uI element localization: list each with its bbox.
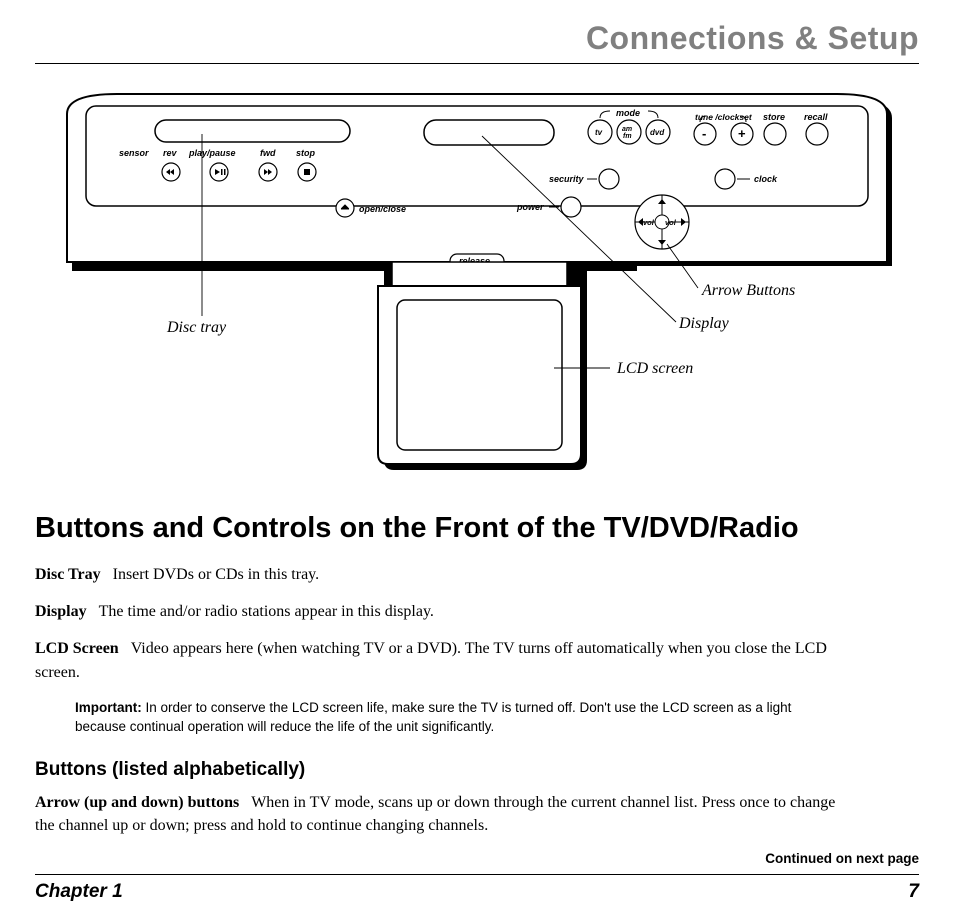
stop-button bbox=[298, 163, 316, 181]
disc-tray-desc: Disc Tray Insert DVDs or CDs in this tra… bbox=[35, 563, 855, 586]
disc-tray-callout: Disc tray bbox=[166, 319, 227, 336]
lcd-screen bbox=[397, 300, 562, 450]
svg-text:+: + bbox=[738, 126, 746, 141]
open-close-button bbox=[336, 199, 354, 217]
page-footer: Chapter 1 7 bbox=[35, 881, 919, 903]
svg-text:dvd: dvd bbox=[650, 128, 665, 137]
continued-text: Continued on next page bbox=[35, 851, 919, 866]
svg-text:fm: fm bbox=[623, 133, 632, 140]
footer-rule bbox=[35, 874, 919, 875]
sensor-label: sensor bbox=[119, 148, 149, 158]
arrow-buttons-callout: Arrow Buttons bbox=[701, 282, 795, 299]
play-pause-label: play/pause bbox=[188, 148, 236, 158]
important-note: Important: In order to conserve the LCD … bbox=[75, 698, 835, 737]
chapter-label: Chapter 1 bbox=[35, 881, 123, 903]
dvd-mode-button: dvd bbox=[646, 120, 670, 144]
open-close-label: open/close bbox=[359, 204, 406, 214]
tune-plus-button: + bbox=[731, 123, 753, 145]
play-pause-button bbox=[210, 163, 228, 181]
display-desc: Display The time and/or radio stations a… bbox=[35, 600, 855, 623]
lcd-desc: LCD Screen Video appears here (when watc… bbox=[35, 637, 855, 683]
power-label: power bbox=[516, 202, 544, 212]
main-heading: Buttons and Controls on the Front of the… bbox=[35, 512, 919, 545]
stop-label: stop bbox=[296, 148, 316, 158]
store-button bbox=[764, 123, 786, 145]
amfm-mode-button: amfm bbox=[617, 120, 641, 144]
svg-text:-: - bbox=[702, 126, 706, 141]
lcd-term: LCD Screen bbox=[35, 640, 119, 657]
header-rule bbox=[35, 63, 919, 64]
sub-heading: Buttons (listed alphabetically) bbox=[35, 759, 919, 781]
tv-mode-button: tv bbox=[588, 120, 612, 144]
disc-tray-term: Disc Tray bbox=[35, 566, 101, 583]
device-diagram: sensor rev play/pause fwd stop open/clos… bbox=[62, 88, 892, 488]
arrow-desc-block: Arrow (up and down) buttons When in TV m… bbox=[35, 791, 919, 837]
body-text: Disc Tray Insert DVDs or CDs in this tra… bbox=[35, 563, 919, 684]
clock-button bbox=[715, 169, 735, 189]
fwd-label: fwd bbox=[260, 148, 276, 158]
page-number: 7 bbox=[908, 881, 919, 903]
rev-label: rev bbox=[163, 148, 178, 158]
store-label: store bbox=[763, 112, 785, 122]
recall-button bbox=[806, 123, 828, 145]
recall-label: recall bbox=[804, 112, 828, 122]
clock-label: clock bbox=[754, 174, 778, 184]
svg-text:am: am bbox=[622, 126, 632, 133]
fwd-button bbox=[259, 163, 277, 181]
security-label: security bbox=[549, 174, 585, 184]
page-header-title: Connections & Setup bbox=[35, 20, 919, 63]
lcd-screen-callout: LCD screen bbox=[616, 360, 693, 377]
mode-label: mode bbox=[616, 108, 640, 118]
security-button bbox=[599, 169, 619, 189]
svg-text:vol: vol bbox=[665, 218, 677, 227]
display-term: Display bbox=[35, 603, 87, 620]
rev-button bbox=[162, 163, 180, 181]
arrow-vol-cluster: vol vol bbox=[635, 195, 689, 249]
svg-text:tv: tv bbox=[595, 128, 603, 137]
arrow-term: Arrow (up and down) buttons bbox=[35, 794, 239, 811]
display-callout: Display bbox=[678, 315, 730, 332]
important-label: Important: bbox=[75, 700, 142, 715]
tune-minus-button: - bbox=[694, 123, 716, 145]
svg-text:vol: vol bbox=[643, 218, 655, 227]
